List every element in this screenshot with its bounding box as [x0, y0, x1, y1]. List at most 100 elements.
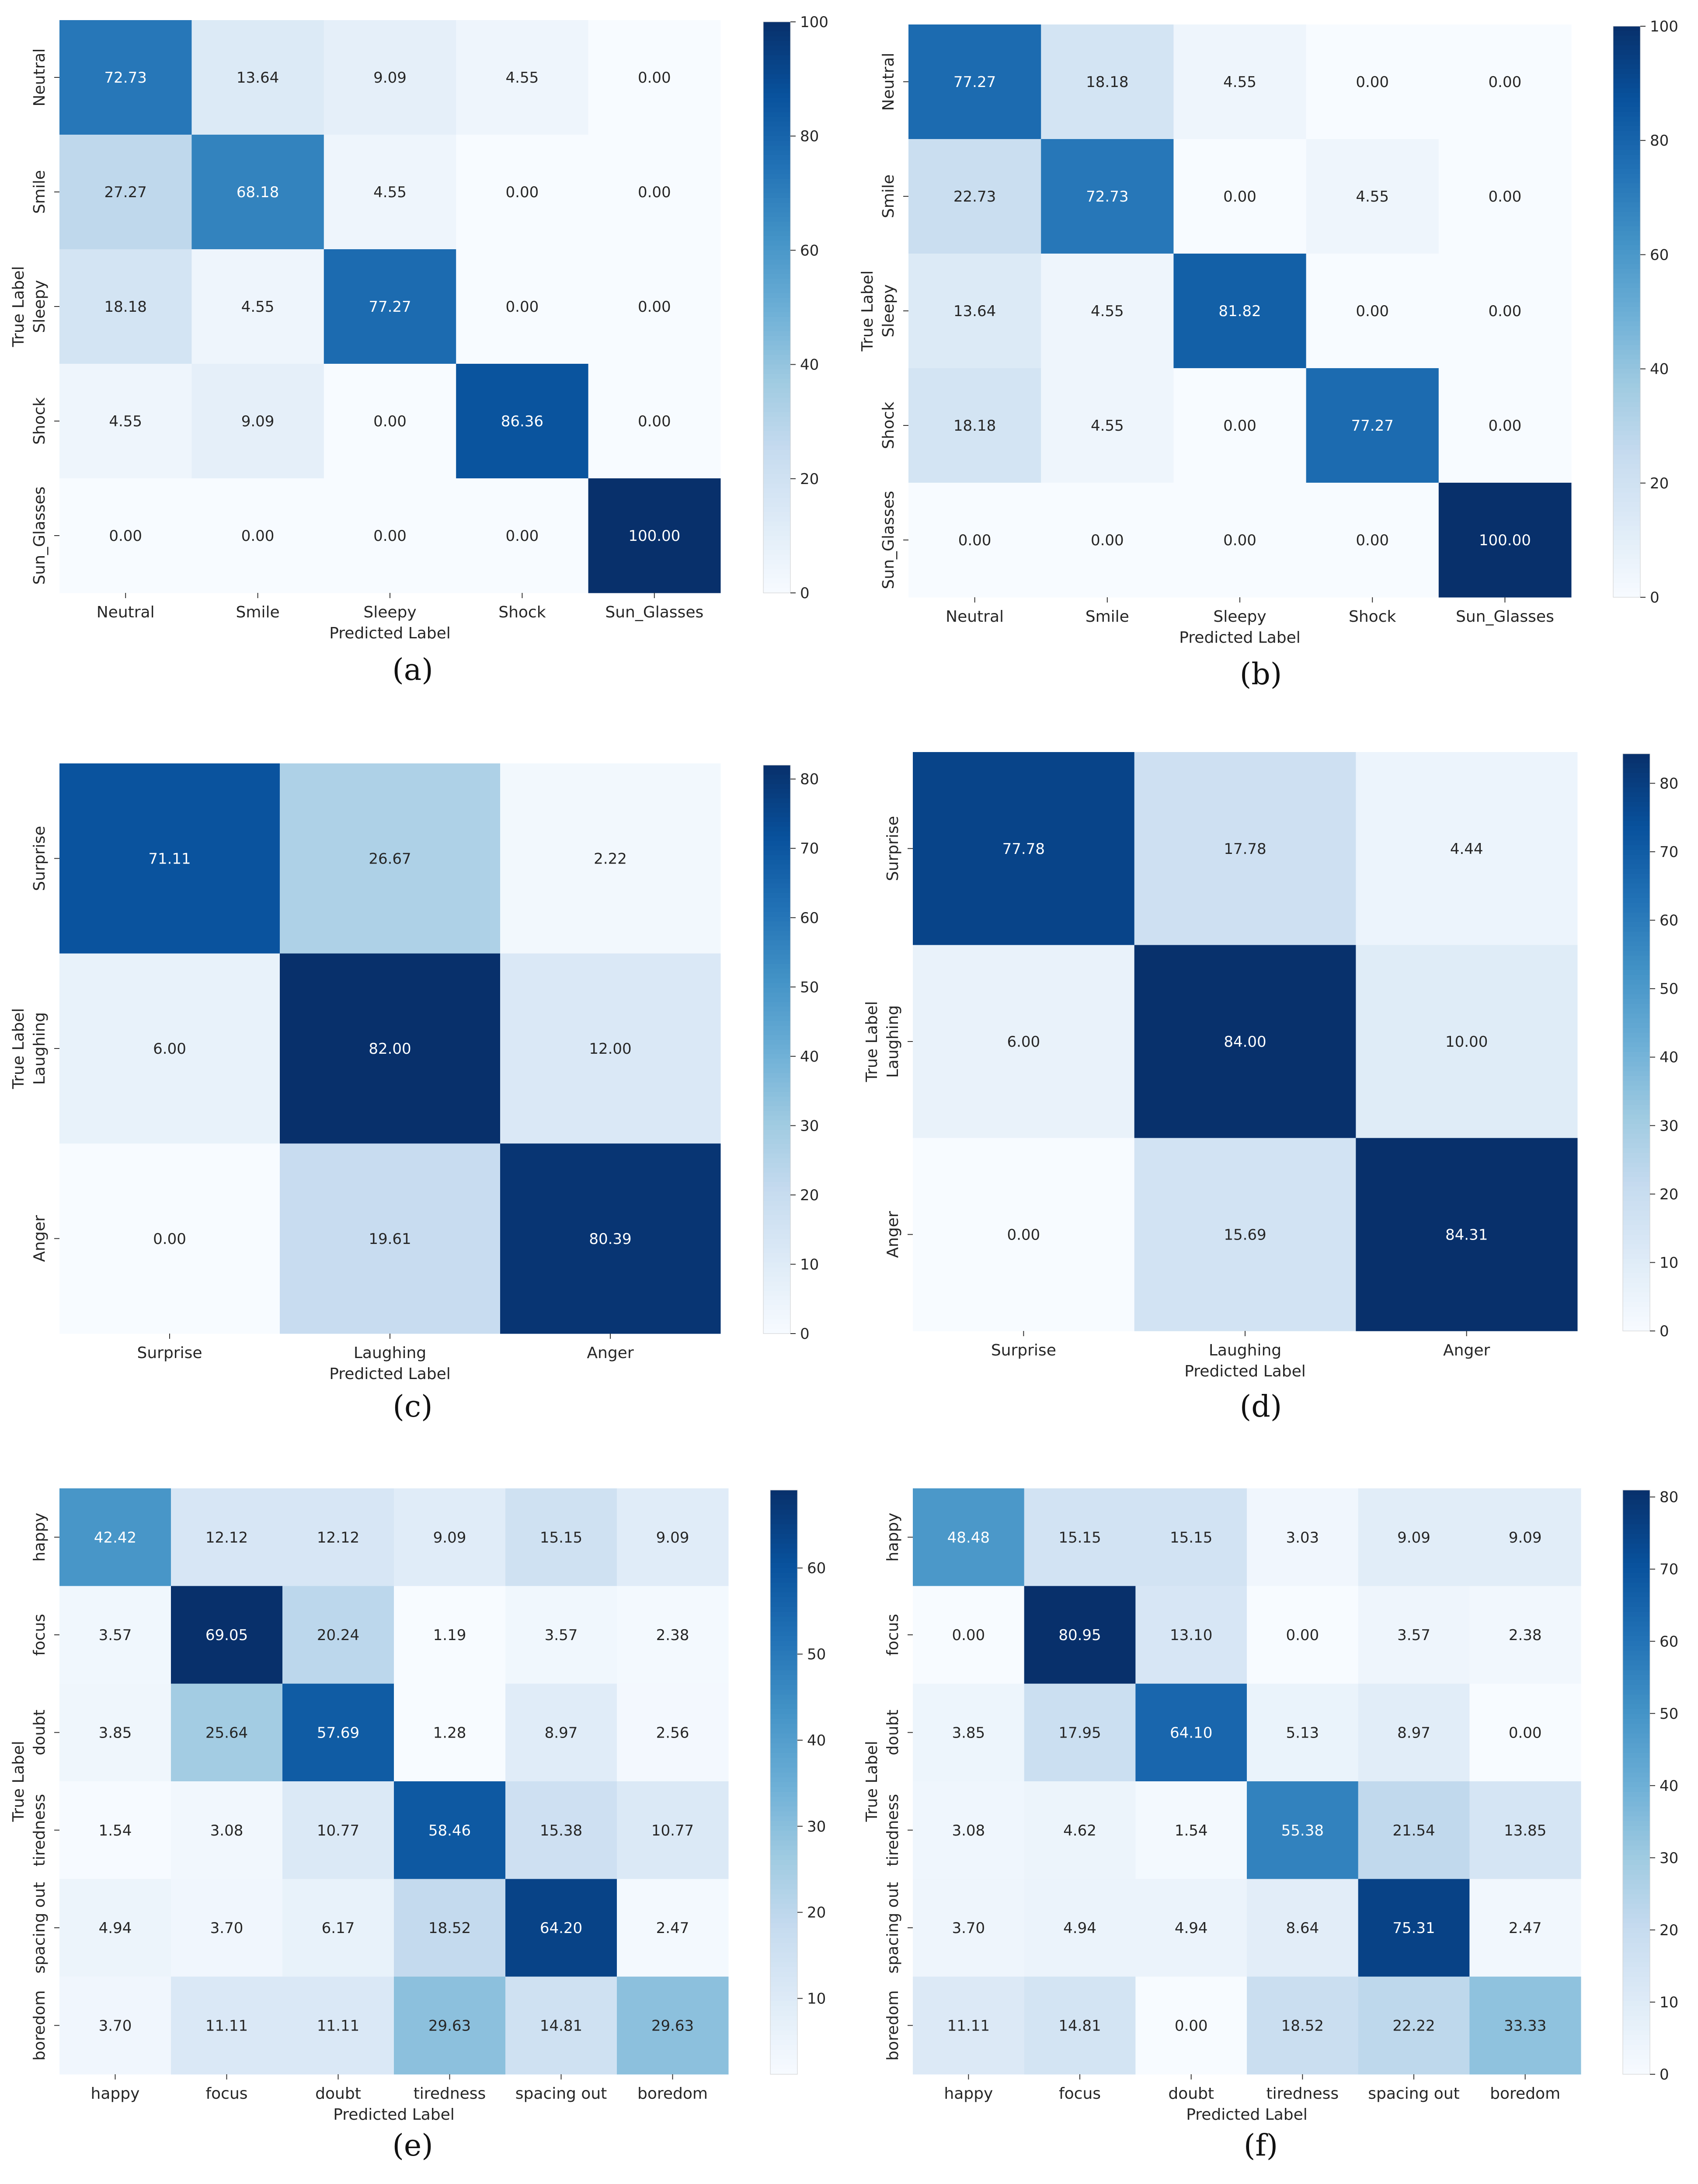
colorbar-strip-d	[1623, 884, 1650, 889]
colorbar-strip-f	[1623, 1743, 1650, 1749]
colorbar-strip-b	[1613, 407, 1640, 412]
cell-value-d-0-0: 77.78	[1002, 840, 1045, 858]
colorbar-strip-c	[763, 1296, 790, 1301]
cell-e-2-5	[617, 1683, 729, 1782]
cell-f-0-5	[1469, 1488, 1581, 1586]
colorbar-strip-a	[763, 112, 790, 118]
cell-d-1-0	[913, 945, 1135, 1139]
cell-value-b-1-3: 4.55	[1356, 188, 1389, 206]
colorbar-strip-e	[770, 1719, 797, 1724]
colorbar-strip-c	[763, 997, 790, 1003]
cell-value-d-1-1: 84.00	[1224, 1033, 1266, 1051]
panel-caption-e: (e)	[392, 2128, 433, 2163]
colorbar-strip-b	[1613, 478, 1640, 484]
colorbar-strip-f	[1623, 1568, 1650, 1573]
colorbar-strip-b	[1613, 369, 1640, 374]
colorbar-strip-b	[1613, 497, 1640, 502]
colorbar-strip-e	[770, 2006, 797, 2011]
cell-a-2-0	[59, 249, 192, 364]
colorbar-strip-a	[763, 350, 790, 355]
colorbar-strip-e	[770, 1850, 797, 1856]
colorbar-strip-d	[1623, 913, 1650, 918]
y-axis-label-e: True Label	[10, 1741, 28, 1822]
colorbar-strip-a	[763, 193, 790, 199]
cell-value-a-1-1: 68.18	[237, 184, 279, 201]
colorbar-strip-b	[1613, 26, 1640, 31]
colorbar-strip-b	[1613, 40, 1640, 46]
y-tick-label-e-5: boredom	[31, 1990, 49, 2061]
cell-e-3-4	[505, 1781, 617, 1879]
colorbar-strip-c	[763, 1087, 790, 1093]
colorbar-strip-f	[1623, 1651, 1650, 1656]
colorbar-strip-c	[763, 1172, 790, 1178]
colorbar-strip-d	[1623, 1317, 1650, 1322]
colorbar-strip-c	[763, 945, 790, 951]
colorbar-strip-d	[1623, 989, 1650, 995]
colorbar-tick-label-d-2: 20	[1660, 1186, 1678, 1203]
colorbar-strip-f	[1623, 1524, 1650, 1529]
colorbar-strip-b	[1613, 474, 1640, 479]
cell-f-0-3	[1247, 1488, 1359, 1586]
colorbar-strip-d	[1623, 1230, 1650, 1235]
colorbar-strip-d	[1623, 826, 1650, 831]
colorbar-strip-f	[1623, 1753, 1650, 1758]
cell-value-e-2-2: 57.69	[317, 1724, 359, 1742]
colorbar-strip-c	[763, 983, 790, 988]
colorbar-strip-c	[763, 1002, 790, 1007]
colorbar-strip-a	[763, 478, 790, 484]
colorbar-strip-d	[1623, 1066, 1650, 1072]
colorbar-strip-c	[763, 1187, 790, 1192]
colorbar-strip-e	[770, 1514, 797, 1520]
colorbar-strip-b	[1613, 121, 1640, 127]
cell-value-b-3-1: 4.55	[1091, 417, 1124, 435]
colorbar-strip-c	[763, 1082, 790, 1088]
colorbar-strip-e	[770, 1689, 797, 1695]
cell-value-f-0-0: 48.48	[947, 1529, 990, 1547]
colorbar-strip-a	[763, 265, 790, 270]
colorbar-strip-b	[1613, 426, 1640, 431]
colorbar-strip-d	[1623, 1292, 1650, 1298]
colorbar-strip-d	[1623, 773, 1650, 778]
x-axis-label-e: Predicted Label	[333, 2106, 455, 2124]
colorbar-strip-b	[1613, 69, 1640, 74]
colorbar-strip-a	[763, 355, 790, 360]
colorbar-strip-a	[763, 283, 790, 289]
colorbar-strip-c	[763, 1097, 790, 1102]
cell-value-a-4-0: 0.00	[109, 527, 142, 545]
cell-value-e-1-4: 3.57	[545, 1627, 578, 1644]
colorbar-strip-f	[1623, 2025, 1650, 2031]
colorbar-tick-label-a-5: 100	[800, 14, 828, 31]
cell-c-0-0	[59, 763, 280, 954]
colorbar-strip-f	[1623, 2001, 1650, 2006]
colorbar-strip-a	[763, 260, 790, 265]
y-tick-label-d-0: Surprise	[884, 816, 902, 881]
cell-value-e-4-0: 4.94	[99, 1919, 132, 1937]
colorbar-strip-e	[770, 1767, 797, 1773]
colorbar-strip-e	[770, 1797, 797, 1802]
colorbar-strip-b	[1613, 174, 1640, 179]
cell-value-c-1-0: 6.00	[153, 1040, 186, 1058]
cell-b-2-3	[1306, 254, 1439, 369]
colorbar-strip-e	[770, 1865, 797, 1870]
colorbar-strip-d	[1623, 768, 1650, 773]
colorbar-strip-d	[1623, 864, 1650, 870]
colorbar-strip-f	[1623, 1991, 1650, 1997]
cell-value-f-2-0: 3.85	[952, 1724, 985, 1742]
cell-value-e-4-3: 18.52	[428, 1919, 471, 1937]
cell-f-5-0	[913, 1976, 1025, 2075]
colorbar-strip-c	[763, 912, 790, 917]
colorbar-strip-e	[770, 1889, 797, 1895]
cell-c-0-1	[280, 763, 501, 954]
colorbar-strip-d	[1623, 1023, 1650, 1028]
colorbar-strip-b	[1613, 45, 1640, 51]
colorbar-tick-label-f-6: 60	[1660, 1633, 1678, 1651]
colorbar-strip-f	[1623, 1733, 1650, 1739]
colorbar-strip-a	[763, 469, 790, 474]
colorbar-strip-b	[1613, 59, 1640, 65]
cell-a-0-1	[191, 20, 324, 135]
colorbar-strip-f	[1623, 1543, 1650, 1549]
cell-value-f-4-0: 3.70	[952, 1919, 985, 1937]
colorbar-strip-b	[1613, 126, 1640, 132]
colorbar-strip-e	[770, 1621, 797, 1627]
colorbar-tick-label-f-3: 30	[1660, 1850, 1678, 1867]
